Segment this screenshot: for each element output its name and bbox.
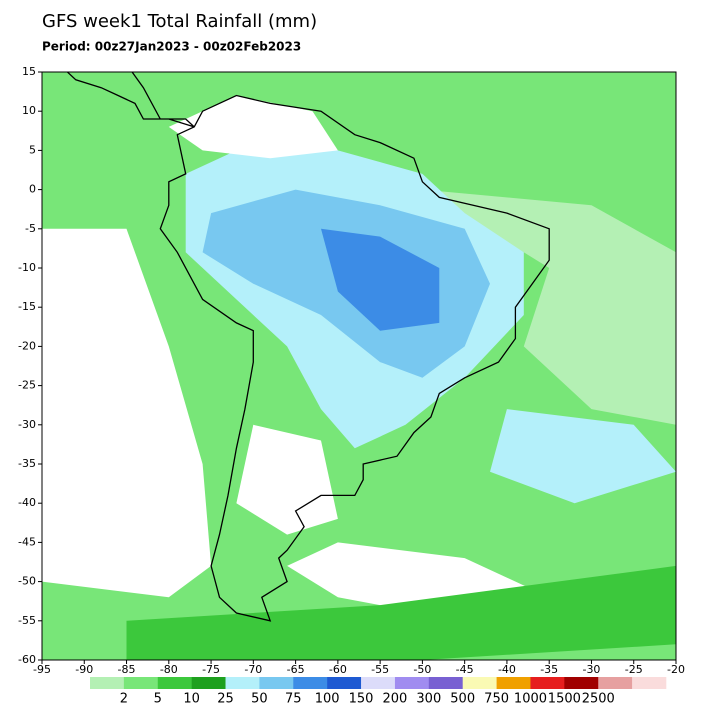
y-tick-label: 10 (22, 104, 36, 117)
y-tick-label: -30 (18, 418, 36, 431)
dry-ocean (42, 228, 212, 598)
x-tick-label: -85 (118, 663, 136, 676)
y-tick-label: -55 (18, 614, 36, 627)
y-tick-label: -45 (18, 535, 36, 548)
colorbar-label: 25 (217, 692, 234, 707)
x-tick-label: -90 (75, 663, 93, 676)
colorbar-label: 150 (349, 692, 374, 707)
x-tick-label: -30 (582, 663, 600, 676)
x-tick-label: -55 (371, 663, 389, 676)
wet-atlantic (422, 189, 676, 425)
colorbar-label: 300 (416, 692, 441, 707)
colorbar-swatch (123, 677, 159, 689)
colorbar-label: 100 (315, 692, 340, 707)
colorbar-label: 500 (450, 692, 475, 707)
colorbar-label: 1500 (548, 692, 581, 707)
x-tick-label: -45 (456, 663, 474, 676)
x-tick-label: -20 (667, 663, 685, 676)
colorbar-swatch (530, 677, 565, 689)
x-tick-label: -40 (498, 663, 516, 676)
y-tick-label: -60 (18, 653, 36, 666)
colorbar-swatch (394, 677, 430, 689)
y-tick-label: 5 (29, 143, 36, 156)
colorbar-swatch (157, 677, 192, 689)
colorbar-label: 2500 (582, 692, 615, 707)
dry-north (168, 95, 338, 159)
colorbar-swatch (293, 677, 328, 689)
colorbar-swatch (462, 677, 497, 689)
colorbar-swatch (564, 677, 599, 689)
colorbar-label: 10 (183, 692, 200, 707)
x-tick-label: -65 (287, 663, 305, 676)
map-area: -95 -90 -85 -80 -75 -70 -65 -60 -55 -50 -45 -40 -35-… (18, 65, 685, 676)
x-tick-label: -70 (244, 663, 262, 676)
colorbar-swatch (632, 677, 667, 689)
y-tick-label: -20 (18, 339, 36, 352)
cyan-band (490, 409, 676, 504)
y-tick-label: -25 (18, 379, 36, 392)
colorbar-swatch (225, 677, 260, 689)
y-tick-label: -40 (18, 496, 36, 509)
y-tick-label: -15 (18, 300, 36, 313)
y-tick-label: -10 (18, 261, 36, 274)
dry-andes (236, 424, 338, 535)
colorbar-label: 50 (251, 692, 268, 707)
colorbar-label: 750 (484, 692, 509, 707)
map-period: Period: 00z27Jan2023 - 00z02Feb2023 (42, 40, 301, 54)
green-south (126, 565, 676, 660)
x-tick-label: -50 (413, 663, 431, 676)
colorbar-swatch (90, 677, 125, 689)
y-tick-label: -5 (25, 222, 36, 235)
x-tick-label: -80 (160, 663, 178, 676)
y-tick-label: -35 (18, 457, 36, 470)
map-layers (42, 72, 676, 660)
y-tick-label: 0 (29, 183, 36, 196)
colorbar-swatch (259, 677, 294, 689)
x-tick-label: -25 (625, 663, 643, 676)
y-tick-label: 15 (22, 65, 36, 78)
colorbar-label: 75 (285, 692, 302, 707)
central-america (66, 72, 195, 128)
colorbar-swatch (598, 677, 633, 689)
colorbar-label: 2 (120, 692, 128, 707)
y-tick-label: -50 (18, 575, 36, 588)
map-title: GFS week1 Total Rainfall (mm) (42, 11, 317, 32)
colorbar-label: 1000 (514, 692, 547, 707)
colorbar-swatch (496, 677, 531, 689)
x-tick-label: -60 (329, 663, 347, 676)
colorbar-label: 200 (383, 692, 408, 707)
x-tick-label: -35 (540, 663, 558, 676)
heaviest-rain (321, 228, 440, 331)
coastline (159, 94, 550, 622)
x-tick-label: -95 (33, 663, 51, 676)
x-tick-label: -75 (202, 663, 220, 676)
colorbar-label: 5 (154, 692, 162, 707)
map-frame (41, 71, 677, 661)
colorbar-swatch (428, 677, 464, 689)
colorbar-swatch (361, 677, 396, 689)
colorbar-swatch (191, 677, 226, 689)
colorbar-swatch (327, 677, 362, 689)
